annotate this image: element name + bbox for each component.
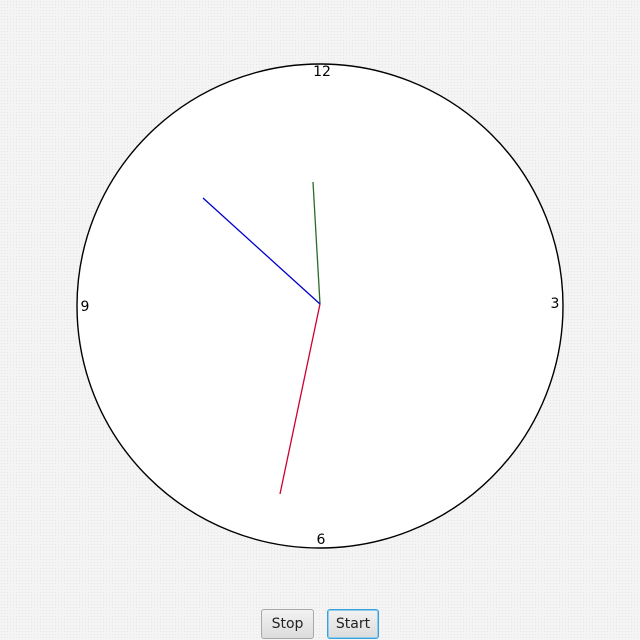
hour-hand: [312, 181, 321, 305]
second-hand: [279, 303, 321, 495]
numeral-9: 9: [81, 299, 90, 315]
numeral-12: 12: [313, 64, 331, 80]
minute-hand: [202, 197, 321, 305]
start-button[interactable]: Start: [327, 609, 379, 639]
stop-button[interactable]: Stop: [261, 609, 314, 639]
numeral-6: 6: [317, 532, 326, 548]
numeral-3: 3: [551, 296, 560, 312]
